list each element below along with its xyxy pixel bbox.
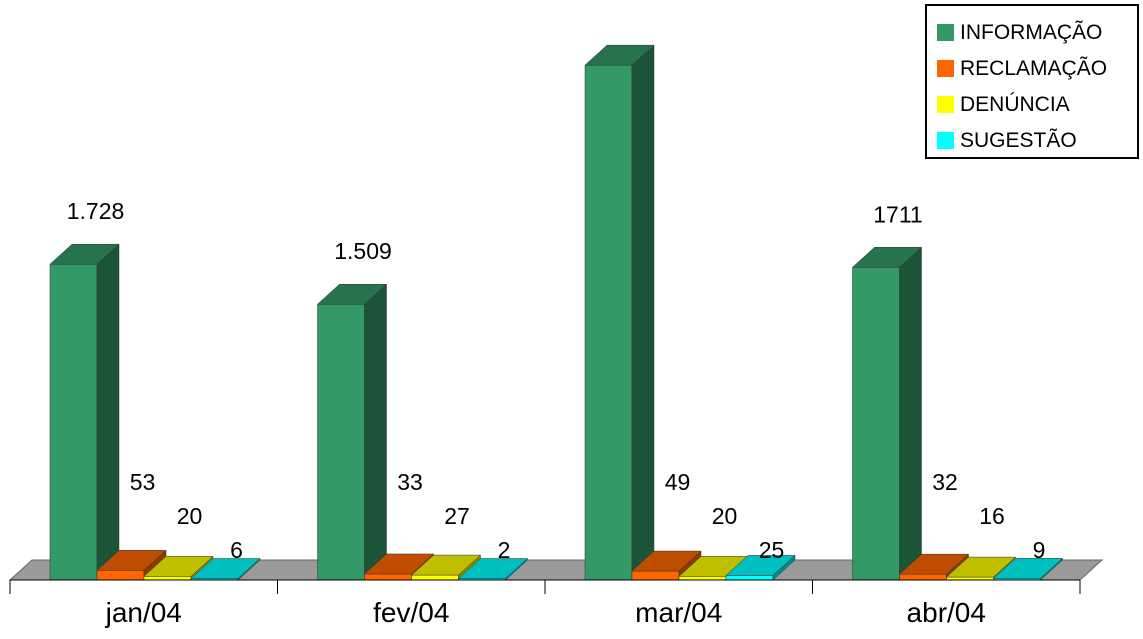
data-label-denuncia-fev-04: 27 bbox=[444, 503, 470, 529]
bar-sugestao-mar-04 bbox=[725, 554, 796, 581]
bar-informacao-abr-04 bbox=[851, 246, 923, 581]
bar-front bbox=[725, 575, 774, 581]
data-label-denuncia-mar-04: 20 bbox=[712, 503, 738, 529]
bar-top bbox=[363, 553, 435, 575]
bar-top bbox=[945, 556, 1017, 578]
x-tick-label-mar-04: mar/04 bbox=[635, 597, 722, 628]
bar-top bbox=[49, 243, 120, 265]
bar-top bbox=[631, 550, 702, 572]
bar-front bbox=[631, 570, 680, 581]
legend-item-sugestao: SUGESTÃO bbox=[937, 122, 1137, 158]
legend-item-informacao: INFORMAÇÃO bbox=[937, 14, 1137, 50]
bar-side bbox=[364, 283, 387, 581]
bar-side bbox=[631, 44, 655, 581]
bar-front bbox=[678, 576, 727, 581]
bar-front bbox=[364, 573, 412, 581]
bar-top bbox=[96, 550, 167, 571]
data-label-denuncia-jan-04: 20 bbox=[177, 503, 203, 529]
data-label-sugestao-fev-04: 2 bbox=[498, 537, 511, 563]
bar-side bbox=[96, 243, 120, 581]
bar-sugestao-fev-04 bbox=[457, 557, 529, 581]
bar-front bbox=[411, 574, 459, 581]
bar-top bbox=[725, 555, 796, 576]
data-label-sugestao-jan-04: 6 bbox=[230, 537, 243, 563]
bar-top bbox=[190, 558, 261, 579]
bar-top bbox=[851, 247, 923, 268]
data-label-reclamacao-abr-04: 32 bbox=[932, 469, 958, 495]
bar-front bbox=[852, 267, 900, 581]
bar-top bbox=[457, 558, 529, 579]
bar-front bbox=[49, 263, 98, 581]
bar-informacao-mar-04 bbox=[584, 44, 655, 581]
bar-sugestao-jan-04 bbox=[190, 557, 261, 581]
bar-top bbox=[316, 283, 388, 305]
legend-label-sugestao: SUGESTÃO bbox=[960, 128, 1077, 152]
legend-label-informacao: INFORMAÇÃO bbox=[960, 20, 1103, 44]
data-label-informacao-abr-04: 1711 bbox=[873, 201, 922, 227]
bar-informacao-fev-04 bbox=[316, 283, 388, 581]
bar-top bbox=[410, 554, 482, 576]
legend-item-reclamacao: RECLAMAÇÃO bbox=[937, 50, 1137, 86]
bar-top bbox=[992, 558, 1064, 579]
data-label-reclamacao-fev-04: 33 bbox=[397, 469, 423, 495]
bar-front bbox=[584, 64, 633, 581]
legend-item-denuncia: DENÚNCIA bbox=[937, 86, 1137, 122]
legend-swatch-informacao bbox=[937, 23, 954, 41]
x-tick-label-fev-04: fev/04 bbox=[373, 597, 449, 628]
bar-top bbox=[143, 556, 214, 577]
bar-top bbox=[584, 44, 655, 66]
data-label-sugestao-mar-04: 25 bbox=[759, 537, 785, 563]
data-label-informacao-jan-04: 1.728 bbox=[67, 198, 125, 224]
legend-label-denuncia: DENÚNCIA bbox=[960, 92, 1070, 116]
bar-informacao-jan-04 bbox=[49, 243, 120, 581]
data-label-reclamacao-jan-04: 53 bbox=[130, 469, 156, 495]
legend: INFORMAÇÃO RECLAMAÇÃO DENÚNCIA SUGESTÃO bbox=[925, 4, 1139, 159]
data-label-denuncia-abr-04: 16 bbox=[979, 503, 1005, 529]
legend-label-reclamacao: RECLAMAÇÃO bbox=[960, 56, 1108, 80]
data-label-reclamacao-mar-04: 49 bbox=[665, 469, 691, 495]
bar-front bbox=[899, 573, 947, 581]
legend-swatch-denuncia bbox=[937, 95, 954, 113]
bar-front bbox=[317, 303, 365, 581]
legend-swatch-reclamacao bbox=[937, 59, 954, 77]
bar-top bbox=[898, 553, 970, 575]
legend-swatch-sugestao bbox=[937, 131, 954, 149]
x-tick-label-abr-04: abr/04 bbox=[907, 597, 986, 628]
data-label-sugestao-abr-04: 9 bbox=[1033, 537, 1046, 563]
bar-front bbox=[143, 576, 192, 581]
data-label-informacao-fev-04: 1.509 bbox=[334, 238, 392, 264]
bar-sugestao-abr-04 bbox=[992, 557, 1064, 581]
bar-side bbox=[899, 246, 922, 581]
bar-front bbox=[96, 570, 145, 581]
x-tick-label-jan-04: jan/04 bbox=[105, 597, 182, 628]
